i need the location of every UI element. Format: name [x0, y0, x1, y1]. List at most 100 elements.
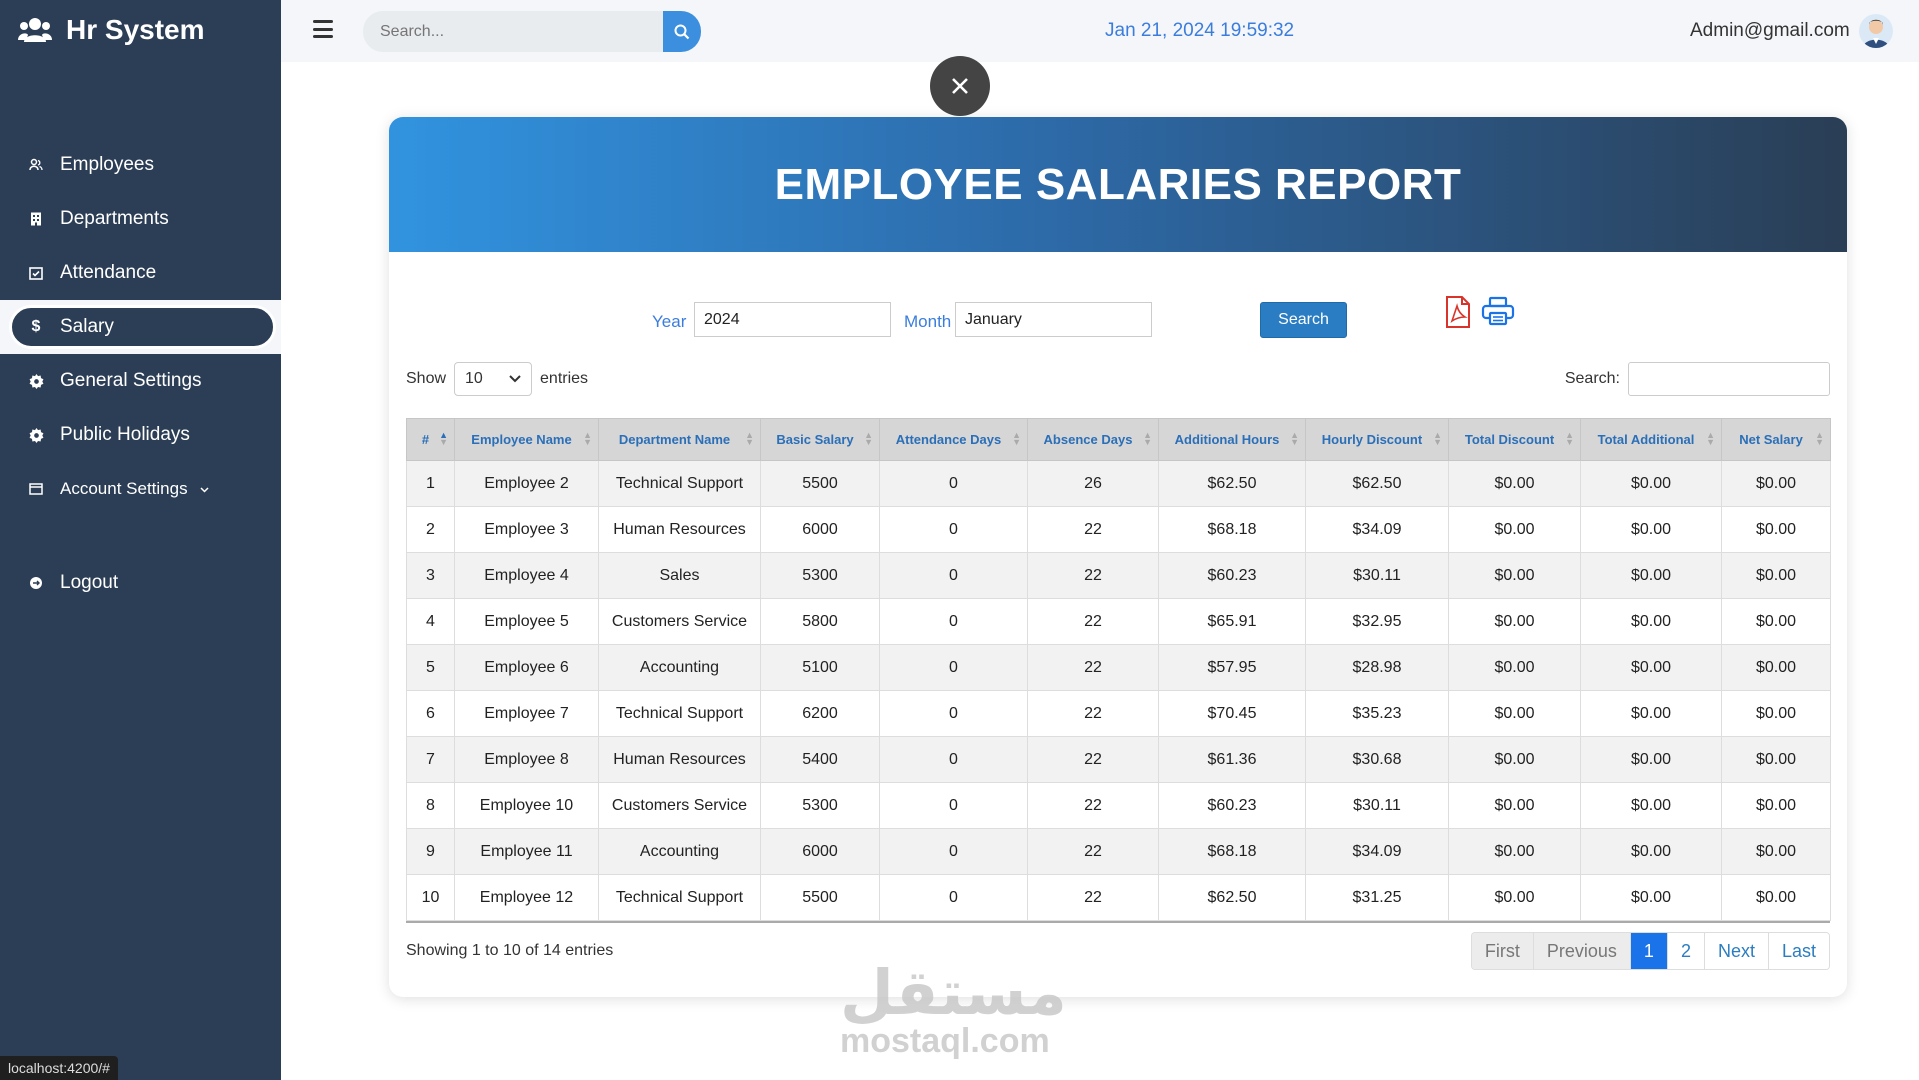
cell-employee-name: Employee 4 — [454, 552, 599, 599]
pagination-next[interactable]: Next — [1704, 933, 1769, 969]
cell-absence-days: 22 — [1027, 874, 1159, 921]
column-header-label: Department Name — [618, 432, 731, 447]
cell-department-name: Human Resources — [598, 736, 761, 783]
column-header-additional-hours[interactable]: Additional Hours ▲ ▼ — [1158, 418, 1306, 461]
search-input[interactable] — [363, 11, 663, 52]
table-body: 1 Employee 2 Technical Support 5500 0 26 $62.5… — [406, 460, 1831, 921]
cell-hourly-discount: $35.23 — [1305, 690, 1449, 737]
cell-basic-salary: 5500 — [760, 874, 880, 921]
cell-total-discount: $0.00 — [1448, 598, 1581, 645]
sidebar-item-employees[interactable]: Employees — [0, 138, 281, 192]
cell-total-discount: $0.00 — [1448, 644, 1581, 691]
cell-employee-name: Employee 10 — [454, 782, 599, 829]
column-header-label: Attendance Days — [895, 432, 1002, 447]
column-header-net-salary[interactable]: Net Salary ▲ ▼ — [1721, 418, 1831, 461]
page-size-value: 10 — [465, 370, 483, 387]
column-header-basic-salary[interactable]: Basic Salary ▲ ▼ — [760, 418, 880, 461]
month-label: Month — [904, 312, 952, 331]
column-header-department-name[interactable]: Department Name ▲ ▼ — [598, 418, 761, 461]
cell-total-additional: $0.00 — [1580, 828, 1722, 875]
pagination-page-2[interactable]: 2 — [1667, 933, 1705, 969]
cell-additional-hours: $60.23 — [1158, 552, 1306, 599]
cell-additional-hours: $68.18 — [1158, 828, 1306, 875]
cell-total-additional: $0.00 — [1580, 506, 1722, 553]
sidebar-item-public-holidays[interactable]: Public Holidays — [0, 408, 281, 462]
close-report-button[interactable] — [930, 56, 990, 116]
sidebar-item-label: Logout — [60, 572, 119, 593]
active-item-highlight — [9, 305, 276, 349]
entries-summary: Showing 1 to 10 of 14 entries — [406, 942, 614, 959]
export-pdf-icon[interactable] — [1445, 296, 1471, 333]
avatar[interactable] — [1859, 14, 1893, 48]
entries-label: entries — [540, 370, 589, 387]
hamburger-line — [313, 20, 333, 23]
sidebar-item-label: Salary — [60, 316, 114, 337]
cell-department-name: Customers Service — [598, 598, 761, 645]
report-search-button[interactable]: Search — [1260, 302, 1347, 338]
sidebar-item-departments[interactable]: Departments — [0, 192, 281, 246]
brand[interactable]: Hr System — [18, 14, 205, 46]
column-header-total-discount[interactable]: Total Discount ▲ ▼ — [1448, 418, 1581, 461]
cell-additional-hours: $70.45 — [1158, 690, 1306, 737]
search-button[interactable] — [663, 11, 701, 52]
column-header-label: Hourly Discount — [1321, 432, 1423, 447]
current-datetime: Jan 21, 2024 19:59:32 — [1105, 20, 1295, 41]
cell-attendance-days: 0 — [879, 552, 1028, 599]
cell-attendance-days: 0 — [879, 736, 1028, 783]
cell-net-salary: $0.00 — [1721, 644, 1831, 691]
cell-basic-salary: 5300 — [760, 782, 880, 829]
column-header-total-additional[interactable]: Total Additional ▲ ▼ — [1580, 418, 1722, 461]
cell-index: 7 — [406, 736, 455, 783]
cell-hourly-discount: $30.11 — [1305, 782, 1449, 829]
column-header-label: Total Additional — [1597, 432, 1695, 447]
cell-hourly-discount: $30.68 — [1305, 736, 1449, 783]
cell-index: 10 — [406, 874, 455, 921]
column-header-employee-name[interactable]: Employee Name ▲ ▼ — [454, 418, 599, 461]
page-size-select[interactable]: 10 — [454, 362, 533, 396]
month-field[interactable]: January — [955, 302, 1152, 337]
column-header-hourly-discount[interactable]: Hourly Discount ▲ ▼ — [1305, 418, 1449, 461]
sidebar-item-logout[interactable]: Logout — [0, 556, 281, 610]
pagination-last[interactable]: Last — [1768, 933, 1829, 969]
year-field[interactable]: 2024 — [694, 302, 891, 337]
cell-employee-name: Employee 5 — [454, 598, 599, 645]
sidebar-item-salary[interactable]: $ Salary — [0, 300, 281, 354]
cell-attendance-days: 0 — [879, 598, 1028, 645]
sidebar-item-label: Account Settings — [60, 479, 188, 498]
table-row: 7 Employee 8 Human Resources 5400 0 22 $61.36 $… — [406, 736, 1831, 783]
pagination-previous[interactable]: Previous — [1533, 933, 1631, 969]
cell-absence-days: 22 — [1027, 598, 1159, 645]
sort-icon: ▲ ▼ — [1565, 430, 1574, 447]
sidebar: Hr System Employees Departments Attendan… — [0, 0, 281, 1080]
cell-department-name: Accounting — [598, 828, 761, 875]
cell-additional-hours: $65.91 — [1158, 598, 1306, 645]
cell-basic-salary: 5500 — [760, 460, 880, 507]
table-search-input[interactable] — [1628, 362, 1830, 396]
sidebar-item-general-settings[interactable]: General Settings — [0, 354, 281, 408]
sidebar-item-attendance[interactable]: Attendance — [0, 246, 281, 300]
salary-table-wrapper: # ▲ ▼ Employee Name ▲ ▼ Department Name ▲ ▼ Basic… — [406, 418, 1831, 923]
column-header-attendance-days[interactable]: Attendance Days ▲ ▼ — [879, 418, 1028, 461]
user-email[interactable]: Admin@gmail.com — [1690, 20, 1850, 41]
table-row: 4 Employee 5 Customers Service 5800 0 22 $65.9… — [406, 598, 1831, 645]
menu-toggle-button[interactable] — [313, 20, 333, 38]
sort-icon: ▲ ▼ — [1143, 430, 1152, 447]
pagination-page-1[interactable]: 1 — [1630, 933, 1668, 969]
cell-net-salary: $0.00 — [1721, 736, 1831, 783]
cell-absence-days: 26 — [1027, 460, 1159, 507]
print-icon[interactable] — [1481, 296, 1515, 331]
cell-department-name: Customers Service — [598, 782, 761, 829]
calendar-check-icon — [28, 265, 44, 281]
column-header-index[interactable]: # ▲ ▼ — [406, 418, 455, 461]
cell-total-additional: $0.00 — [1580, 690, 1722, 737]
cell-total-additional: $0.00 — [1580, 874, 1722, 921]
pagination: First Previous 1 2 Next Last — [1470, 932, 1830, 970]
pagination-first[interactable]: First — [1471, 933, 1534, 969]
sidebar-nav: Employees Departments Attendance $ Salar… — [0, 138, 281, 610]
column-header-absence-days[interactable]: Absence Days ▲ ▼ — [1027, 418, 1159, 461]
sidebar-item-account-settings[interactable]: Account Settings — [0, 462, 281, 516]
hamburger-line — [313, 27, 333, 31]
user-avatar-icon — [1863, 19, 1889, 48]
cell-employee-name: Employee 3 — [454, 506, 599, 553]
sidebar-item-label: Employees — [60, 154, 154, 175]
